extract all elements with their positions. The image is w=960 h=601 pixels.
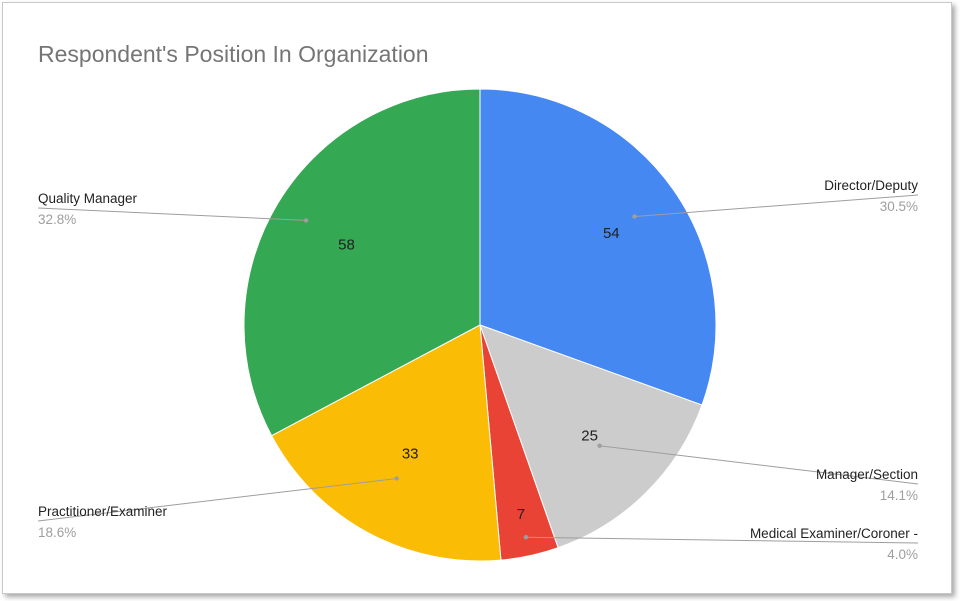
callout-line-medical-examiner-coroner (525, 536, 919, 544)
callout-percent-medical-examiner-coroner: 4.0% (887, 547, 918, 562)
slice-value-medical-examiner-coroner: 7 (517, 506, 525, 523)
callout-line-quality-manager (37, 207, 307, 221)
slice-value-quality-manager: 58 (338, 237, 355, 254)
pie-slice-quality-manager (243, 88, 481, 437)
slice-callouts: Director/Deputy 30.5% Manager/Section 14.1%… (37, 178, 919, 562)
callout-line-practitioner-examiner (37, 478, 397, 522)
pie-slice-manager-section (479, 324, 703, 549)
pie-slice-director-deputy (479, 88, 717, 406)
slice-value-manager-section: 25 (581, 428, 598, 445)
callout-dot-manager-section (597, 443, 602, 448)
pie-slices (243, 88, 717, 562)
slice-value-director-deputy: 54 (603, 225, 620, 242)
callout-percent-manager-section: 14.1% (880, 488, 918, 503)
slice-value-practitioner-examiner: 33 (402, 446, 419, 463)
callout-percent-quality-manager: 32.8% (38, 212, 76, 227)
callout-label-quality-manager: Quality Manager (38, 191, 138, 206)
callout-percent-practitioner-examiner: 18.6% (38, 525, 76, 540)
callout-label-practitioner-examiner: Practitioner/Examiner (38, 504, 168, 519)
callout-dot-practitioner-examiner (394, 476, 399, 481)
callout-percent-director-deputy: 30.5% (880, 199, 918, 214)
slice-value-labels: 54 25 7 33 58 (338, 225, 619, 523)
pie-slice-practitioner-examiner (270, 324, 502, 562)
callout-dot-quality-manager (303, 218, 309, 223)
callout-dot-director-deputy (632, 214, 637, 219)
callout-dot-medical-examiner-coroner (523, 535, 529, 540)
callout-line-manager-section (599, 445, 919, 485)
callout-line-director-deputy (634, 194, 919, 217)
callout-label-medical-examiner-coroner: Medical Examiner/Coroner - (750, 526, 918, 541)
callout-label-director-deputy: Director/Deputy (824, 178, 918, 193)
chart-title: Respondent's Position In Organization (38, 41, 429, 67)
callout-label-manager-section: Manager/Section (816, 467, 918, 482)
